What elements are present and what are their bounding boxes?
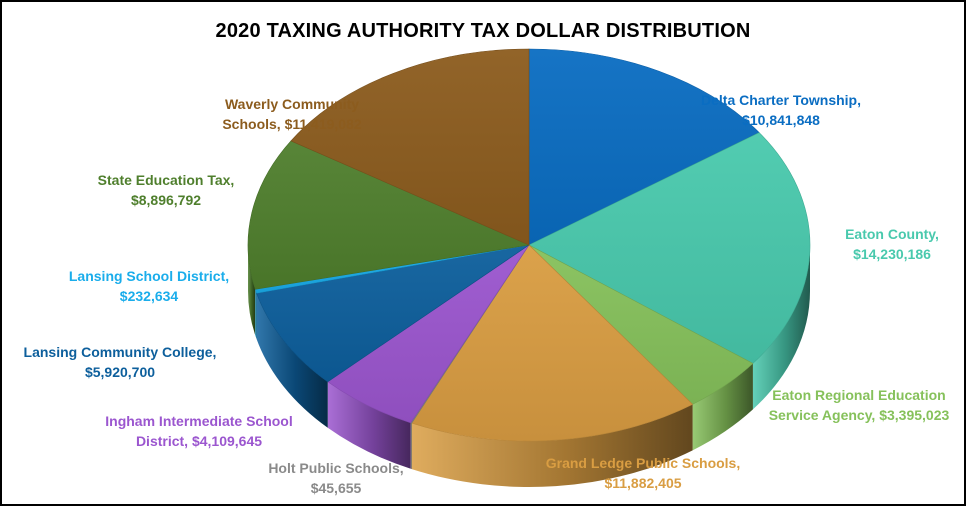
slice-label-delta: Delta Charter Township, $10,841,848 <box>701 90 861 130</box>
slice-label-line: Eaton Regional Education <box>772 387 946 403</box>
slice-label-eresa: Eaton Regional Education Service Agency, … <box>769 385 950 425</box>
pie-slice-delta <box>528 48 760 246</box>
pie-side-lsd <box>255 289 257 340</box>
pie-side-eresa <box>692 363 753 451</box>
slice-label-line: Ingham Intermediate School <box>105 413 293 429</box>
slice-label-line: Eaton County, <box>845 226 939 242</box>
pie-slice-eaton <box>528 132 811 364</box>
pie-top <box>247 48 811 442</box>
slice-label-line: Holt Public Schools, <box>268 460 404 476</box>
slice-label-line: Lansing School District, <box>68 268 230 284</box>
chart-title: 2020 TAXING AUTHORITY TAX DOLLAR DISTRIB… <box>215 20 751 42</box>
slice-label-line: $5,920,700 <box>84 364 156 380</box>
pie-side-lcc <box>256 293 328 428</box>
slice-label-line: $232,634 <box>119 288 179 304</box>
slice-label-line: $14,230,186 <box>853 246 931 262</box>
slice-label-grand: Grand Ledge Public Schools, $11,882,405 <box>546 453 740 493</box>
pie-side-holt <box>410 422 412 470</box>
slice-label-line: $8,896,792 <box>130 192 202 208</box>
slice-label-line: $10,841,848 <box>742 112 820 128</box>
slice-label-line: $11,882,405 <box>604 475 682 491</box>
pie-slice-lcc <box>256 244 530 383</box>
slice-label-lcc: Lansing Community College, $5,920,700 <box>24 342 217 382</box>
slice-label-line: Lansing Community College, <box>23 344 217 360</box>
slice-label-line: Schools, $11,419,082 <box>222 116 362 132</box>
pie-side-walls <box>248 245 810 487</box>
pie-slice-grand <box>411 244 694 442</box>
pie-side-grand <box>411 404 693 487</box>
slice-label-line: $45,655 <box>310 480 362 496</box>
slice-label-line: Service Agency, $3,395,023 <box>768 407 950 423</box>
slice-label-waverly: Waverly Community Schools, $11,419,082 <box>222 94 361 134</box>
slice-label-line: District, $4,109,645 <box>135 433 263 449</box>
slice-label-line: Grand Ledge Public Schools, <box>545 455 741 471</box>
slice-label-line: Waverly Community <box>224 96 360 112</box>
slice-label-lsd: Lansing School District, $232,634 <box>69 266 229 306</box>
pie-slice-waverly <box>290 48 530 246</box>
slice-label-eaton: Eaton County, $14,230,186 <box>845 224 939 264</box>
slice-label-holt: Holt Public Schools, $45,655 <box>268 458 403 498</box>
slice-label-set: State Education Tax, $8,896,792 <box>98 170 235 210</box>
pie-slice-set <box>247 140 531 290</box>
slice-label-line: State Education Tax, <box>97 172 235 188</box>
slice-label-ingham: Ingham Intermediate School District, $4,1… <box>105 411 292 451</box>
slice-label-line: Delta Charter Township, <box>701 92 861 108</box>
pie-side-ingham <box>327 381 411 469</box>
pie-side-eaton <box>752 245 810 410</box>
